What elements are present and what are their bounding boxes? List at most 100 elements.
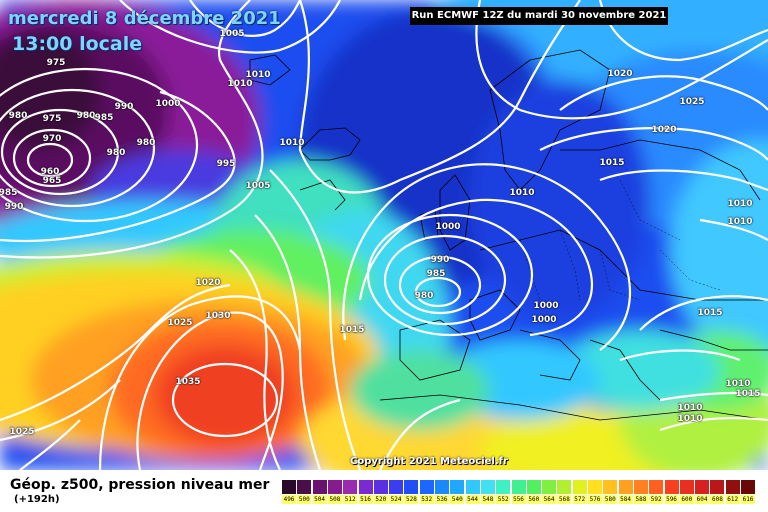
forecast-date: mercredi 8 décembre 2021 [8,8,281,29]
legend-label: 592 [649,495,664,504]
isobar-label: 1025 [167,318,193,328]
legend-label: 608 [710,495,725,504]
legend-label: 496 [282,495,296,504]
isobar-label: 1010 [509,188,535,198]
isobar-label: 985 [94,113,114,123]
legend-swatch [741,480,755,494]
isobar-label: 1020 [651,125,677,135]
legend-label: 560 [526,495,541,504]
legend-label: 536 [435,495,449,504]
isobar-label: 975 [46,58,66,68]
legend-swatch [343,480,358,494]
legend-swatch [465,480,480,494]
legend-swatch [695,480,710,494]
legend-label: 528 [404,495,419,504]
legend-label: 520 [373,495,388,504]
isobar-label: 980 [8,111,28,121]
isobar-label: 1010 [677,414,703,424]
legend-swatch [373,480,388,494]
legend-swatch [435,480,449,494]
legend-swatch [496,480,511,494]
isobar-label: 1010 [245,70,271,80]
legend-swatch [389,480,404,494]
legend-label: 588 [633,495,648,504]
forecast-time: 13:00 locale [12,33,143,55]
isobar-label: 980 [414,291,434,301]
isobar-label: 985 [426,269,446,279]
isobar-label: 1015 [697,308,723,318]
isobars [0,0,768,470]
isobar-label: 1010 [227,79,253,89]
isobar-label: 1000 [533,301,559,311]
run-info-banner: Run ECMWF 12Z du mardi 30 novembre 2021 [410,7,668,25]
legend-swatch [404,480,419,494]
legend-swatch [664,480,679,494]
legend-label: 600 [679,495,694,504]
legend-swatch [603,480,618,494]
legend-label: 544 [465,495,480,504]
legend-swatch [725,480,740,494]
isobar-label: 1010 [279,138,305,148]
isobar-label: 995 [216,159,236,169]
legend-swatch [358,480,373,494]
isobar-label: 990 [4,202,24,212]
legend-swatch [450,480,465,494]
isobar-label: 1035 [175,377,201,387]
legend-swatch [297,480,312,494]
legend-label: 564 [542,495,557,504]
color-legend: 496 500 504 508 512 516 520 524 528 532 536 540 544 5… [282,480,758,504]
legend-label: 512 [343,495,358,504]
isobar-label: 1030 [205,311,231,321]
isobar-label: 980 [106,148,126,158]
isobar-label: 1015 [339,325,365,335]
isobar-label: 1000 [435,222,461,232]
isobar-label: 1025 [679,97,705,107]
legend-swatch [588,480,602,494]
legend-label: 568 [557,495,572,504]
legend-swatch [419,480,434,494]
legend-swatch [312,480,327,494]
coastlines [249,49,768,421]
footer: Géop. z500, pression niveau mer (+192h) … [0,470,768,512]
legend-swatch [710,480,725,494]
legend-label: 556 [511,495,526,504]
map-canvas [0,0,768,470]
legend-label: 584 [618,495,633,504]
isobar-label: 1010 [727,199,753,209]
legend-swatch [649,480,664,494]
legend-label: 576 [588,495,602,504]
legend-swatch [282,480,296,494]
legend-swatch [557,480,572,494]
copyright: Copyright 2021 Meteociel.fr [350,456,508,467]
legend-label: 580 [603,495,618,504]
legend-label: 596 [664,495,679,504]
legend-swatch [679,480,694,494]
isobar-label: 1010 [677,403,703,413]
isobar-label: 1020 [607,69,633,79]
legend-label: 552 [496,495,511,504]
isobar-label: 1010 [725,379,751,389]
isobar-label: 1025 [9,427,35,437]
isobar-label: 985 [0,188,18,198]
legend-label: 540 [450,495,465,504]
legend-swatch [618,480,633,494]
legend-swatch [526,480,541,494]
isobar-label: 960 [40,167,60,177]
legend-label: 572 [572,495,587,504]
legend-swatch [327,480,342,494]
isobar-label: 965 [42,176,62,186]
legend-swatch [511,480,526,494]
legend-label: 604 [695,495,710,504]
borders [519,179,721,301]
legend-label: 612 [725,495,740,504]
isobar-label: 1000 [155,99,181,109]
legend-label: 508 [327,495,342,504]
legend-swatch [480,480,495,494]
legend-label: 548 [480,495,495,504]
isobar-label: 1015 [735,389,761,399]
isobar-label: 990 [114,102,134,112]
isobar-label: 980 [136,138,156,148]
isobar-label: 1000 [531,315,557,325]
forecast-lead-time: (+192h) [14,494,60,505]
legend-label: 500 [297,495,312,504]
